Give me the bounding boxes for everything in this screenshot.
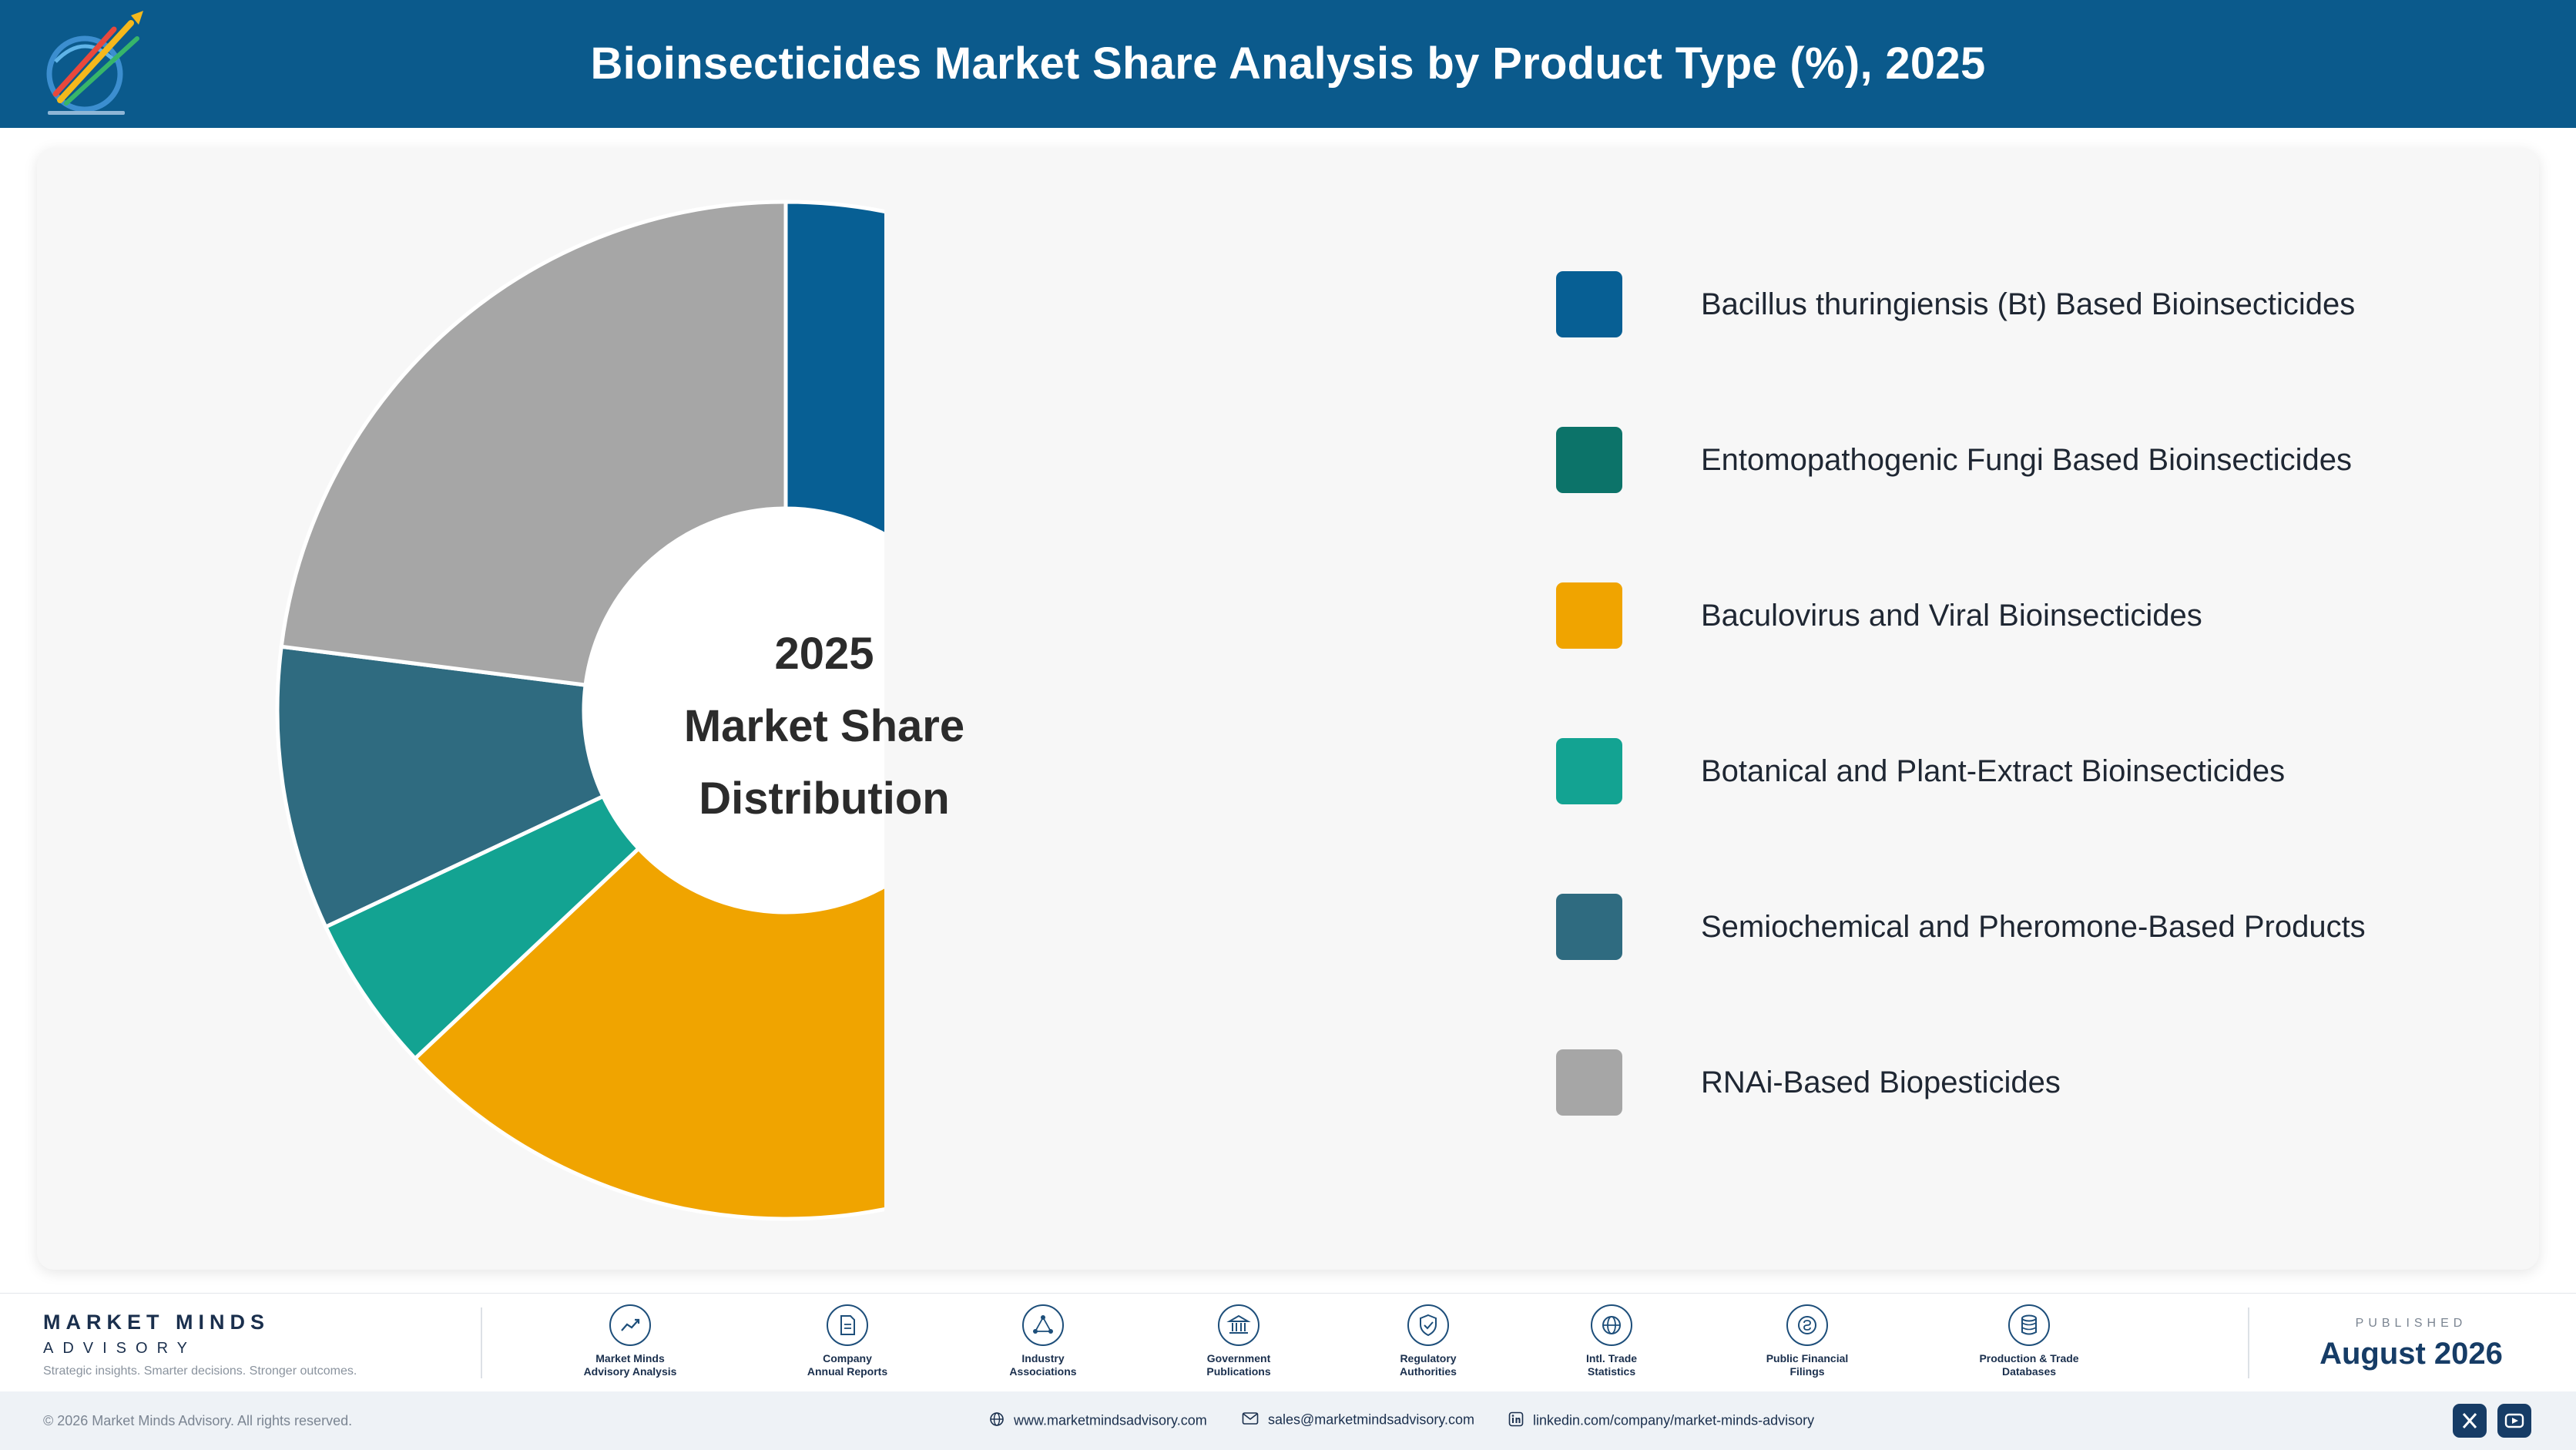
source-label: Intl. Trade Statistics: [1585, 1352, 1638, 1378]
chart-card: 2025 Market Share Distribution Bacillus …: [37, 148, 2539, 1270]
source-item[interactable]: Production & Trade Databases: [1944, 1304, 2114, 1378]
linkedin-link[interactable]: linkedin.com/company/market-minds-adviso…: [1508, 1411, 1814, 1431]
mail-icon: [1242, 1411, 1259, 1429]
legend-swatch: [1556, 271, 1622, 337]
brand-subtitle: ADVISORY: [43, 1340, 196, 1357]
network-icon: [1022, 1304, 1064, 1346]
source-label: Regulatory Authorities: [1400, 1352, 1457, 1378]
legend-swatch: [1556, 1049, 1622, 1116]
government-building-icon: [1218, 1304, 1259, 1346]
linkedin-icon: [1508, 1411, 1524, 1431]
page-title: Bioinsecticides Market Share Analysis by…: [590, 39, 1986, 89]
source-item[interactable]: Company Annual Reports: [763, 1304, 932, 1378]
shield-check-icon: [1407, 1304, 1449, 1346]
legend-swatch: [1556, 582, 1622, 649]
source-label: Production & Trade Databases: [1979, 1352, 2079, 1378]
header-bar: Bioinsecticides Market Share Analysis by…: [0, 0, 2576, 128]
globe-icon: [1591, 1304, 1632, 1346]
legend-swatch: [1556, 894, 1622, 960]
brand-name: MARKET MINDS: [43, 1311, 270, 1334]
source-item[interactable]: Public Financial Filings: [1722, 1304, 1892, 1378]
brand-tagline: Strategic insights. Smarter decisions. S…: [43, 1364, 357, 1378]
source-list: Market Minds Advisory Analysis Company An…: [539, 1304, 2142, 1389]
source-label: Company Annual Reports: [807, 1352, 888, 1378]
legend-label: Botanical and Plant-Extract Bioinsectici…: [1701, 754, 2286, 788]
legend-swatch: [1556, 427, 1622, 493]
source-item[interactable]: Industry Associations: [958, 1304, 1128, 1378]
center-label-year: 2025: [774, 629, 874, 679]
email-link[interactable]: sales@marketmindsadvisory.com: [1242, 1411, 1474, 1429]
globe-icon: [989, 1411, 1005, 1431]
donut-chart: [275, 200, 884, 1221]
legend-label: RNAi-Based Biopesticides: [1701, 1066, 2061, 1099]
legend-label: Semiochemical and Pheromone-Based Produc…: [1701, 910, 2366, 944]
footer-divider: [2248, 1307, 2249, 1378]
legend-swatch: [1556, 738, 1622, 804]
pie-slice-1[interactable]: [783, 200, 884, 563]
donut-hole: [584, 509, 884, 912]
email-text: sales@marketmindsadvisory.com: [1268, 1411, 1475, 1428]
trend-chart-icon: [609, 1304, 651, 1346]
linkedin-text: linkedin.com/company/market-minds-adviso…: [1533, 1412, 1815, 1428]
legend-label: Baculovirus and Viral Bioinsecticides: [1701, 599, 2202, 633]
center-label-line2: Market Share: [683, 701, 965, 751]
source-item[interactable]: Market Minds Advisory Analysis: [545, 1304, 715, 1378]
source-label: Government Publications: [1206, 1352, 1271, 1378]
published-date: August 2026: [2319, 1337, 2503, 1371]
footer-divider: [481, 1307, 482, 1378]
source-item[interactable]: Government Publications: [1154, 1304, 1323, 1378]
source-label: Industry Associations: [1009, 1352, 1077, 1378]
coin-icon: [1786, 1304, 1828, 1346]
database-icon: [2008, 1304, 2050, 1346]
legend-label: Bacillus thuringiensis (Bt) Based Bioins…: [1701, 287, 2356, 321]
center-label-line3: Distribution: [699, 774, 950, 824]
copyright-text: © 2026 Market Minds Advisory. All rights…: [43, 1413, 353, 1428]
source-label: Market Minds Advisory Analysis: [583, 1352, 677, 1378]
donut-center-label: 2025 Market Share Distribution: [662, 618, 986, 835]
legend-label: Entomopathogenic Fungi Based Bioinsectic…: [1701, 443, 2352, 477]
document-icon: [827, 1304, 868, 1346]
website-text: www.marketmindsadvisory.com: [1014, 1412, 1207, 1428]
footer-bottom-bar: © 2026 Market Minds Advisory. All rights…: [0, 1391, 2576, 1450]
published-label: PUBLISHED: [2355, 1317, 2467, 1330]
youtube-icon[interactable]: [2497, 1404, 2531, 1438]
source-label: Public Financial Filings: [1766, 1352, 1849, 1378]
website-link[interactable]: www.marketmindsadvisory.com: [989, 1411, 1207, 1431]
source-item[interactable]: Regulatory Authorities: [1343, 1304, 1513, 1378]
x-icon[interactable]: [2453, 1404, 2487, 1438]
market-minds-logo-icon[interactable]: [40, 8, 156, 122]
footer: MARKET MINDS ADVISORY Strategic insights…: [0, 1293, 2576, 1392]
source-item[interactable]: Intl. Trade Statistics: [1527, 1304, 1696, 1378]
